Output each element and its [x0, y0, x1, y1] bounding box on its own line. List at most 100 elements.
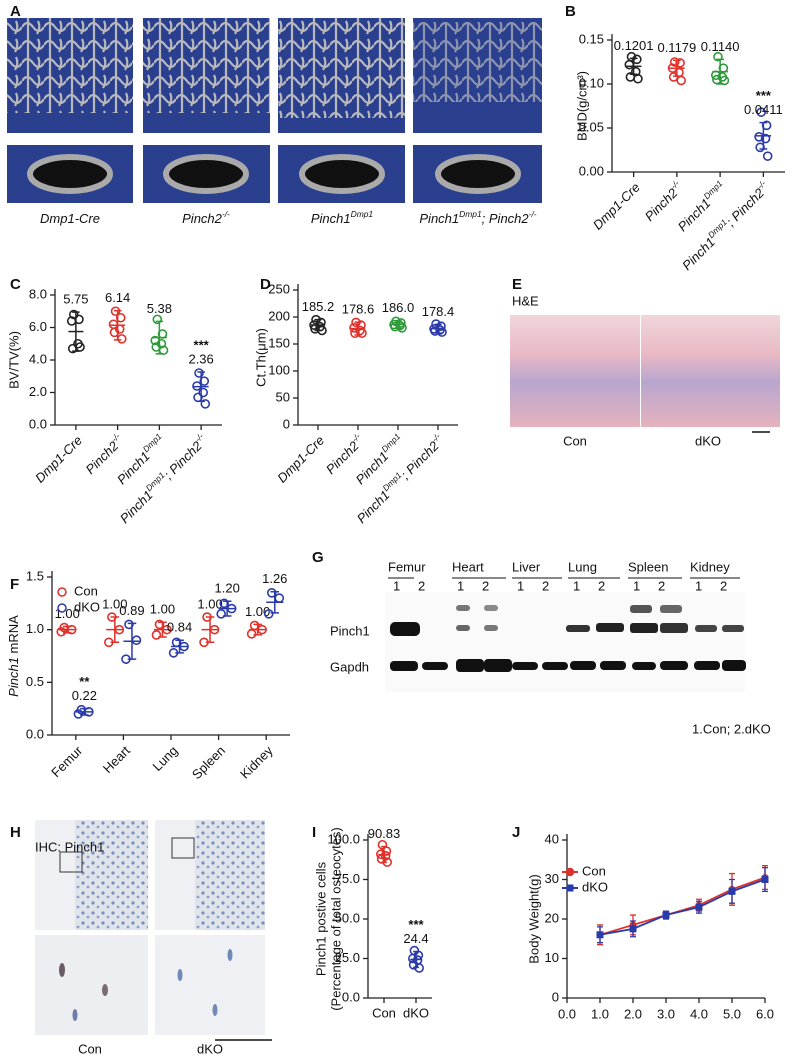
- mean-label: 0.1201: [614, 38, 654, 53]
- error-bar: [80, 707, 89, 716]
- tissue-label: Liver: [512, 559, 541, 574]
- panel-e-images: [510, 315, 780, 433]
- mean-label: 1.00: [245, 604, 270, 619]
- label-part: ; Pinch2: [161, 438, 205, 482]
- panel-a-images: [7, 18, 542, 203]
- data-point: [676, 75, 687, 86]
- data-point: [756, 107, 767, 117]
- label-part: Dmp1-Cre: [32, 433, 85, 486]
- y-tick-label: 0: [283, 416, 290, 431]
- lane-label: 1: [457, 578, 464, 593]
- y-axis-label: (Percentage of total osteocytes): [328, 827, 343, 1011]
- y-tick-label: 0.0: [29, 416, 47, 431]
- tissue-label: Kidney: [690, 559, 730, 574]
- data-point: [395, 320, 405, 331]
- y-tick-label: 40: [545, 831, 559, 846]
- panel-letter: B: [565, 3, 576, 20]
- tissue-label: Femur: [388, 559, 426, 574]
- error-bar: [413, 950, 419, 969]
- significance: ***: [756, 88, 772, 103]
- data-point: [668, 72, 679, 82]
- lane-label: 1: [633, 578, 640, 593]
- mean-label: 178.4: [422, 304, 455, 319]
- data-point: [596, 931, 604, 939]
- x-tick-label: 5.0: [723, 1006, 741, 1021]
- data-point: [761, 876, 769, 883]
- panel-h-images: [35, 820, 272, 1041]
- legend-marker: [566, 884, 574, 892]
- label-part: Dmp1: [702, 178, 725, 201]
- mean-label: 1.20: [215, 581, 240, 596]
- x-tick-label: Femur: [48, 742, 86, 780]
- significance: ***: [194, 337, 210, 352]
- error-bar: [314, 318, 322, 332]
- row-label: Pinch1: [330, 623, 370, 638]
- error-bar: [716, 58, 725, 85]
- legend-marker: [565, 867, 575, 877]
- mean-label: 0.22: [72, 688, 97, 703]
- error-bar: [155, 320, 164, 355]
- data-point: [632, 54, 642, 65]
- mean-label: 1.26: [262, 571, 287, 586]
- x-tick-label: dKO: [403, 1005, 429, 1020]
- lane-label: 2: [542, 578, 549, 593]
- row-label: Gapdh: [330, 659, 369, 674]
- data-point: [219, 598, 229, 609]
- data-point: [755, 142, 765, 153]
- data-point: [624, 59, 635, 70]
- y-tick-label: 0.15: [579, 31, 604, 46]
- x-tick-label: Dmp1-Cre: [32, 433, 85, 486]
- data-point: [407, 953, 418, 964]
- error-bar: [158, 621, 167, 638]
- series-line: [599, 878, 766, 936]
- data-point: [246, 629, 257, 639]
- data-point: [266, 587, 277, 598]
- tissue-label: Lung: [568, 559, 597, 574]
- x-tick-label: Lung: [149, 743, 180, 774]
- data-point: [662, 911, 670, 919]
- label-part: ; Pinch2: [723, 185, 767, 229]
- lane-label: 2: [418, 578, 425, 593]
- error-bar: [62, 625, 72, 634]
- panel-letter: F: [10, 576, 19, 593]
- label-part: Pinch1: [419, 211, 459, 226]
- label-part: Dmp1: [459, 209, 482, 219]
- data-point: [198, 387, 209, 398]
- label-part: ; Pinch2: [482, 211, 530, 226]
- y-tick-label: 8.0: [29, 286, 47, 301]
- panel-letter: H: [10, 824, 21, 841]
- error-bar: [197, 371, 205, 403]
- y-tick-label: 1.5: [26, 568, 44, 583]
- error-bar: [270, 590, 280, 614]
- stain-label: H&E: [512, 293, 539, 308]
- genotype-label: Pinch1Dmp1: [311, 209, 373, 226]
- data-point: [728, 887, 736, 895]
- mean-label: 0.1140: [701, 39, 740, 54]
- x-tick-label: 2.0: [624, 1006, 642, 1021]
- blot-note: 1.Con; 2.dKO: [692, 721, 771, 736]
- data-point: [629, 925, 637, 933]
- data-point: [151, 630, 162, 640]
- y-tick-label: 75.0: [335, 871, 360, 886]
- data-point: [56, 626, 67, 637]
- data-point: [430, 326, 440, 336]
- error-bar: [175, 639, 184, 654]
- error-bar: [113, 309, 122, 341]
- label-part: ; Pinch2: [398, 438, 442, 482]
- y-tick-label: 20: [545, 910, 559, 925]
- lane-label: 2: [720, 578, 727, 593]
- y-tick-label: 0.0: [342, 989, 360, 1004]
- mean-label: 1.00: [55, 606, 80, 621]
- data-point: [633, 73, 643, 84]
- image-label: Con: [78, 1041, 102, 1056]
- y-axis-label: Pinch1 mRNA: [6, 615, 21, 697]
- y-axis-label: Pinch1 postive cells: [313, 861, 328, 976]
- y-tick-label: 0: [552, 989, 559, 1004]
- data-point: [199, 376, 210, 386]
- lane-label: 2: [482, 578, 489, 593]
- data-point: [154, 619, 165, 630]
- error-bar: [381, 845, 387, 864]
- label-part: Dmp1-Cre: [590, 180, 643, 233]
- mean-label: 185.2: [302, 299, 335, 314]
